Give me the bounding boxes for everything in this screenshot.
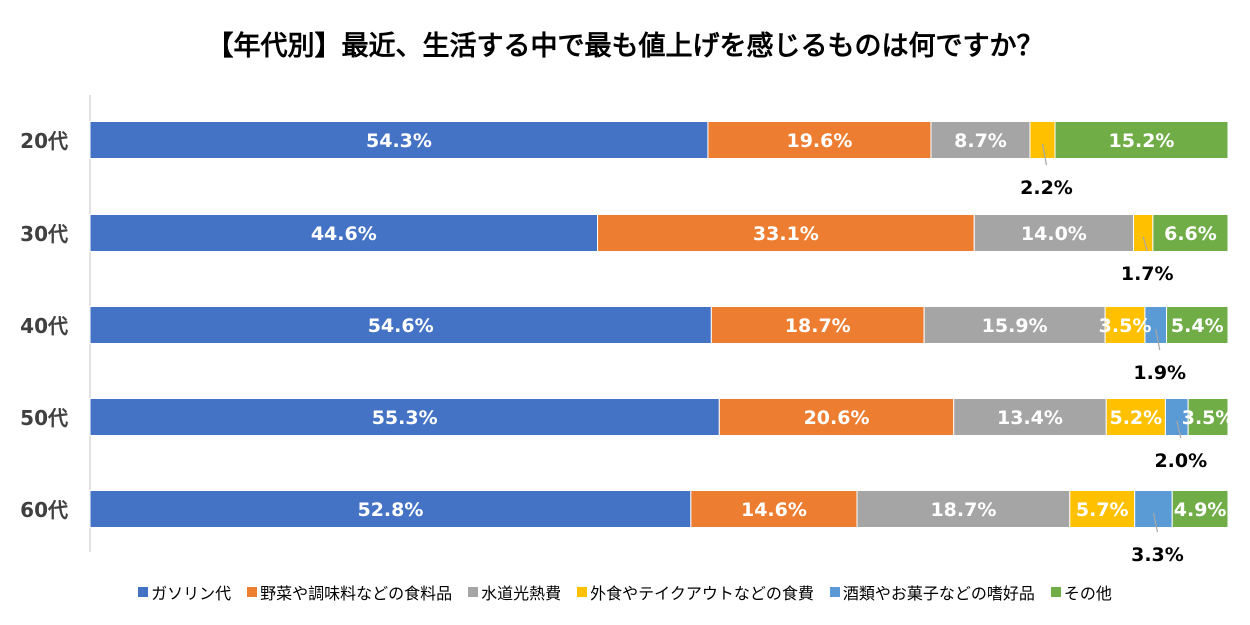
data-label: 15.2% bbox=[1109, 130, 1175, 152]
category-label: 50代 bbox=[20, 406, 68, 430]
bar-segment bbox=[973, 214, 1135, 252]
legend-swatch bbox=[247, 587, 258, 597]
data-label: 33.1% bbox=[753, 223, 819, 245]
data-label: 19.6% bbox=[786, 130, 852, 152]
data-label: 5.4% bbox=[1171, 315, 1224, 337]
bar-segment bbox=[1166, 306, 1229, 344]
bar-segment bbox=[1029, 121, 1056, 159]
bar-segment bbox=[690, 490, 858, 528]
bar-segment bbox=[597, 214, 975, 252]
bar-segment bbox=[856, 490, 1071, 528]
legend-label: 酒類やお菓子などの嗜好品 bbox=[842, 584, 1035, 603]
data-label: 13.4% bbox=[997, 407, 1063, 429]
legend-label: その他 bbox=[1063, 584, 1112, 603]
bar-segment bbox=[1171, 490, 1229, 528]
data-label: 14.6% bbox=[741, 499, 807, 521]
callout-leader-line bbox=[1155, 328, 1161, 351]
data-label: 54.6% bbox=[368, 315, 434, 337]
bar-segment bbox=[953, 398, 1107, 436]
callout-label: 2.2% bbox=[1020, 177, 1073, 199]
data-label: 18.7% bbox=[930, 499, 996, 521]
legend-item: 水道光熱費 bbox=[468, 580, 561, 604]
bar-segment bbox=[923, 306, 1106, 344]
data-label: 15.9% bbox=[982, 315, 1048, 337]
bar-segment bbox=[89, 214, 599, 252]
callout-label: 2.0% bbox=[1154, 450, 1207, 472]
bar-segment bbox=[707, 121, 932, 159]
bar-segment bbox=[710, 306, 925, 344]
legend-label: 野菜や調味料などの食料品 bbox=[260, 584, 453, 603]
callout-label: 1.9% bbox=[1133, 362, 1186, 384]
chart-legend: ガソリン代 野菜や調味料などの食料品 水道光熱費 外食やテイクアウトなどの食費 酒類やお… bbox=[0, 580, 1250, 604]
category-label: 20代 bbox=[20, 129, 68, 153]
bar-segment bbox=[89, 306, 712, 344]
legend-swatch bbox=[138, 587, 149, 597]
legend-label: 外食やテイクアウトなどの食費 bbox=[590, 584, 814, 603]
bar-segment bbox=[1105, 398, 1166, 436]
data-label: 55.3% bbox=[372, 407, 438, 429]
legend-label: ガソリン代 bbox=[151, 584, 232, 603]
legend-item: 外食やテイクアウトなどの食費 bbox=[577, 580, 814, 604]
legend-swatch bbox=[829, 587, 840, 597]
bar-segment bbox=[89, 398, 720, 436]
data-label: 20.6% bbox=[804, 407, 870, 429]
callout-leader-line bbox=[1152, 512, 1159, 533]
legend-item: 酒類やお菓子などの嗜好品 bbox=[829, 580, 1035, 604]
legend-swatch bbox=[1050, 587, 1061, 597]
chart-title: 【年代別】最近、生活する中で最も値上げを感じるものは何ですか？ bbox=[206, 31, 1044, 62]
callout-leader-line bbox=[1142, 236, 1148, 252]
category-label: 60代 bbox=[20, 498, 68, 522]
category-label: 30代 bbox=[20, 222, 68, 246]
legend-swatch bbox=[468, 587, 479, 597]
legend-swatch bbox=[577, 587, 588, 597]
callout-leader-line bbox=[1176, 420, 1182, 439]
data-label: 5.7% bbox=[1076, 499, 1129, 521]
data-label: 52.8% bbox=[357, 499, 423, 521]
data-label: 14.0% bbox=[1021, 223, 1087, 245]
bar-segment bbox=[1134, 490, 1173, 528]
bar-segment bbox=[930, 121, 1031, 159]
bar-segment bbox=[1152, 214, 1229, 252]
data-label: 3.5% bbox=[1182, 407, 1235, 429]
bar-segment bbox=[89, 121, 709, 159]
data-label: 18.7% bbox=[785, 315, 851, 337]
bar-segment bbox=[1104, 306, 1146, 344]
legend-label: 水道光熱費 bbox=[481, 584, 562, 603]
bar-segment bbox=[1187, 398, 1229, 436]
category-label: 40代 bbox=[20, 314, 68, 338]
callout-leader-line bbox=[1041, 143, 1048, 166]
callout-label: 3.3% bbox=[1131, 544, 1184, 566]
data-label: 8.7% bbox=[954, 130, 1007, 152]
bar-segment bbox=[1054, 121, 1229, 159]
legend-item: ガソリン代 bbox=[138, 580, 231, 604]
data-label: 3.5% bbox=[1099, 315, 1152, 337]
legend-item: 野菜や調味料などの食料品 bbox=[247, 580, 452, 604]
bar-segment bbox=[718, 398, 955, 436]
data-label: 5.2% bbox=[1109, 407, 1162, 429]
data-label: 44.6% bbox=[311, 223, 377, 245]
data-label: 4.9% bbox=[1174, 499, 1227, 521]
data-label: 54.3% bbox=[366, 130, 432, 152]
bar-segment bbox=[1133, 214, 1154, 252]
legend-item: その他 bbox=[1050, 580, 1112, 604]
data-label: 6.6% bbox=[1164, 223, 1217, 245]
callout-label: 1.7% bbox=[1121, 263, 1174, 285]
